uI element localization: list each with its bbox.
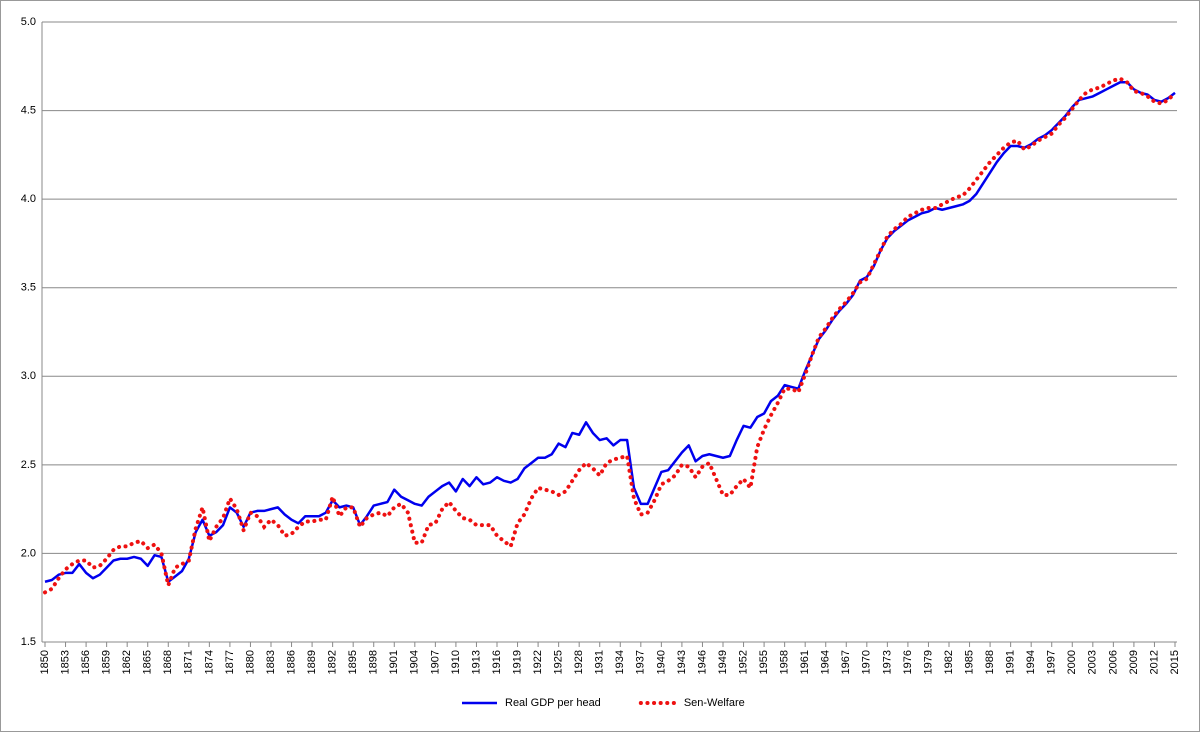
legend-label: Sen-Welfare [684,697,745,709]
series-line [44,80,1176,584]
y-tick-label: 4.5 [21,104,36,116]
y-tick-label: 4.0 [21,193,36,205]
x-tick-label: 1934 [614,650,626,674]
x-tick-label: 1991 [1005,650,1017,674]
x-tick-label: 1907 [429,650,441,674]
x-tick-label: 1964 [820,650,832,674]
x-tick-label: 1865 [142,650,154,674]
y-tick-label: 3.5 [21,282,36,294]
x-tick-label: 1880 [244,650,256,674]
x-tick-label: 1970 [861,650,873,674]
x-tick-label: 1862 [121,650,133,674]
x-tick-label: 1949 [717,650,729,674]
x-tick-label: 1904 [409,650,421,674]
x-tick-label: 2003 [1087,650,1099,674]
x-tick-label: 2015 [1169,650,1181,674]
x-tick-label: 1898 [368,650,380,674]
y-tick-label: 1.5 [21,636,36,648]
x-tick-label: 1955 [758,650,770,674]
x-tick-label: 1877 [224,650,236,674]
x-tick-label: 1889 [306,650,318,674]
x-tick-label: 1982 [943,650,955,674]
y-tick-label: 5.0 [21,16,36,28]
series-line [43,76,1177,595]
x-tick-label: 1910 [450,650,462,674]
x-tick-label: 1856 [80,650,92,674]
legend-label: Real GDP per head [505,697,601,709]
x-tick-label: 1979 [922,650,934,674]
x-tick-label: 1931 [594,650,606,674]
x-tick-label: 1901 [388,650,400,674]
x-tick-label: 1895 [347,650,359,674]
x-tick-label: 1871 [183,650,195,674]
x-tick-label: 1973 [881,650,893,674]
x-tick-label: 1886 [285,650,297,674]
x-tick-label: 1976 [902,650,914,674]
x-tick-label: 1853 [59,650,71,674]
y-tick-label: 2.5 [21,459,36,471]
y-tick-label: 2.0 [21,547,36,559]
x-tick-label: 1967 [840,650,852,674]
x-tick-label: 1892 [327,650,339,674]
x-tick-label: 1928 [573,650,585,674]
y-tick-label: 3.0 [21,370,36,382]
x-tick-label: 1850 [39,650,51,674]
x-tick-label: 2006 [1107,650,1119,674]
x-tick-label: 1985 [963,650,975,674]
x-tick-label: 1940 [655,650,667,674]
x-tick-label: 1919 [511,650,523,674]
x-tick-label: 2000 [1066,650,1078,674]
x-tick-label: 1946 [696,650,708,674]
x-tick-label: 1943 [676,650,688,674]
x-tick-label: 1874 [203,650,215,674]
x-tick-label: 1883 [265,650,277,674]
x-tick-label: 1868 [162,650,174,674]
x-tick-label: 1922 [532,650,544,674]
x-tick-label: 1859 [101,650,113,674]
x-tick-label: 1961 [799,650,811,674]
x-tick-label: 1994 [1025,650,1037,674]
x-tick-label: 1925 [553,650,565,674]
x-tick-label: 1988 [984,650,996,674]
x-tick-label: 1952 [737,650,749,674]
x-tick-label: 2012 [1148,650,1160,674]
x-tick-label: 1916 [491,650,503,674]
x-tick-label: 1997 [1046,650,1058,674]
x-tick-label: 2009 [1128,650,1140,674]
x-tick-label: 1958 [779,650,791,674]
x-tick-label: 1913 [470,650,482,674]
x-tick-label: 1937 [635,650,647,674]
